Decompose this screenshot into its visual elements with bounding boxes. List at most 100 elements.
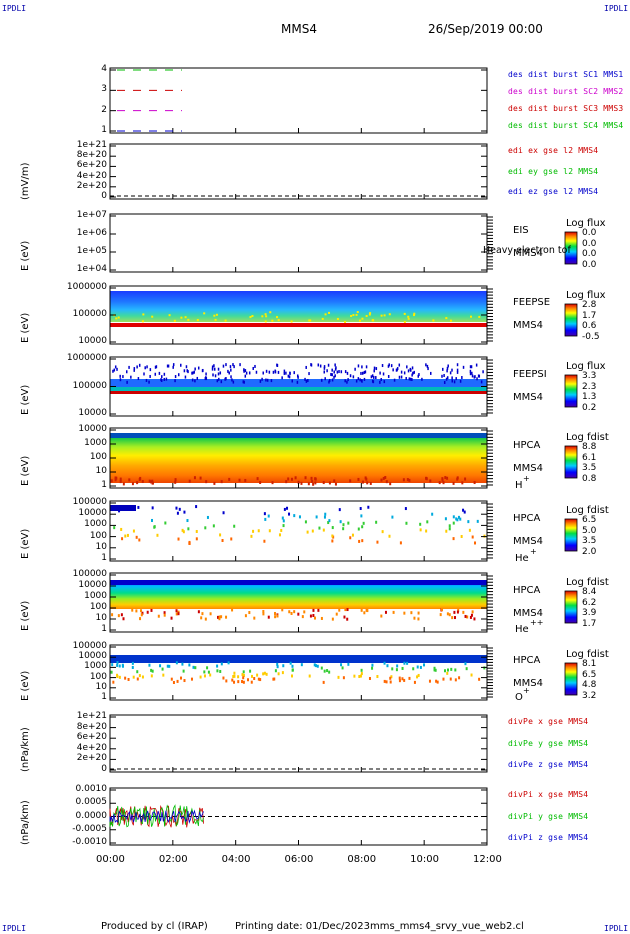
feepsi-speck xyxy=(407,369,410,373)
hpca-h-speck xyxy=(141,480,144,484)
legend-item-edi: edi ez gse l2 MMS4 xyxy=(508,187,599,196)
hpca-he2-speck xyxy=(360,608,363,612)
hpca-he1-speck xyxy=(361,525,364,529)
hpca-he2-speck xyxy=(163,613,166,617)
footer-printing-date: Printing date: 01/Dec/2023 xyxy=(235,921,371,932)
hpca-h-speck xyxy=(438,481,441,485)
hpca-he1-speck xyxy=(282,519,285,523)
hpca-o-speck xyxy=(328,670,331,674)
y-title-hpca_o: E (eV) xyxy=(20,670,31,701)
hpca-o-speck xyxy=(417,673,420,677)
hpca-h-topband xyxy=(110,433,487,438)
feepsi-speck xyxy=(155,365,158,369)
hpca-he2-speck xyxy=(313,616,316,620)
feepsi-speck xyxy=(252,366,254,370)
feepse-speck xyxy=(369,312,372,315)
feepsi-speck xyxy=(232,380,235,384)
hpca-he1-speck xyxy=(282,524,285,528)
feepsi-speck xyxy=(357,364,360,368)
hpca-o-speck xyxy=(274,669,277,673)
hpca-h-speck xyxy=(442,481,445,485)
feepsi-speck xyxy=(331,373,333,377)
feepsi-speck xyxy=(133,368,135,372)
hpca-h-speck xyxy=(114,478,117,482)
hpca-he1-speck xyxy=(188,540,191,544)
instrument-name-hpca_he2: HPCA xyxy=(513,584,541,596)
spacecraft-label-eis: MMS4 xyxy=(513,248,543,259)
hpca-he2-speck xyxy=(200,616,203,620)
hpca-he1-speck xyxy=(151,518,154,522)
hpca-o-speck xyxy=(282,664,285,668)
feepse-speck xyxy=(336,317,339,320)
feepsi-speck xyxy=(352,375,355,379)
feepsi-speck xyxy=(459,379,462,383)
hpca-o-speck xyxy=(340,663,343,667)
hpca-o-speck xyxy=(159,664,162,668)
feepse-speck xyxy=(324,313,327,316)
feepsi-speck xyxy=(149,368,152,372)
hpca-h-speck xyxy=(304,476,307,480)
hpca-o-speck xyxy=(192,665,195,669)
hpca-o-speck xyxy=(250,680,253,684)
hpca-he2-speck xyxy=(346,608,349,612)
feepsi-speck xyxy=(480,380,483,384)
hpca-he1-speck xyxy=(347,521,350,525)
feepsi-speck xyxy=(228,371,230,375)
feepsi-speck xyxy=(217,367,220,371)
feepsi-speck xyxy=(375,367,378,371)
feepsi-speck xyxy=(305,379,308,383)
hpca-he2-speck xyxy=(140,609,143,613)
feepse-speck xyxy=(344,320,347,323)
hpca-h-speck xyxy=(314,477,317,481)
y-tick-label-divpe: 6e+20 xyxy=(76,732,107,743)
hpca-o-speck xyxy=(116,674,119,678)
feepsi-speck xyxy=(340,370,343,374)
hpca-h-speck xyxy=(444,476,447,480)
legend-item-divpi: divPi z gse MMS4 xyxy=(508,833,589,842)
feepse-speck xyxy=(251,315,254,318)
feepsi-speck xyxy=(361,365,363,369)
hpca-he2-speck xyxy=(312,613,315,617)
hpca-h-speck xyxy=(114,476,117,480)
y-title-hpca_he2: E (eV) xyxy=(20,600,31,631)
y-title-divpi: (nPa/km) xyxy=(20,799,31,845)
y-tick-label-feepse: 100000 xyxy=(72,309,107,319)
hpca-he1-speck xyxy=(457,515,460,519)
hpca-h-speck xyxy=(228,477,231,481)
hpca-o-speck xyxy=(416,665,419,669)
legend-item-burst: des dist burst SC3 MMS3 xyxy=(508,104,624,113)
feepse-speck xyxy=(368,313,371,316)
hpca-he1-speck xyxy=(327,521,330,525)
hpca-o-speck xyxy=(225,679,228,683)
hpca-h-speck xyxy=(151,481,154,485)
hpca-he2-speck xyxy=(290,611,293,615)
hpca-he2-speck xyxy=(253,616,256,620)
feepsi-speck xyxy=(265,369,268,373)
feepse-speck xyxy=(321,317,324,320)
hpca-he2-speck xyxy=(218,617,221,621)
hpca-he2-speck xyxy=(175,612,178,616)
hpca-he1-speck xyxy=(187,527,190,531)
feepsi-speck xyxy=(405,376,407,380)
hpca-o-speck xyxy=(442,677,445,681)
y-tick-label-edi: 0 xyxy=(101,191,107,201)
feepse-speck xyxy=(352,314,355,317)
hpca-o-speck xyxy=(289,661,292,665)
feepsi-speck xyxy=(239,363,241,367)
hpca-o-speck xyxy=(231,678,234,682)
hpca-he2-speck xyxy=(346,617,349,621)
corner-label-br: IPDLI xyxy=(604,924,629,933)
hpca-o-speck xyxy=(316,664,319,668)
corner-label-bl: IPDLI xyxy=(2,924,27,933)
feepsi-speck xyxy=(191,371,194,375)
feepse-speck xyxy=(413,314,416,317)
hpca-o-speck xyxy=(428,679,431,683)
x-tick-label: 06:00 xyxy=(284,854,314,865)
feepsi-speck xyxy=(307,378,309,382)
hpca-he1-speck xyxy=(182,530,185,534)
hpca-o-speck xyxy=(259,678,262,682)
hpca-h-speck xyxy=(119,480,122,484)
hpca-he1-speck xyxy=(404,507,407,511)
y-tick-label-divpi: 0.0005 xyxy=(75,797,108,808)
y-tick-label-hpca_o: 1 xyxy=(101,692,107,702)
